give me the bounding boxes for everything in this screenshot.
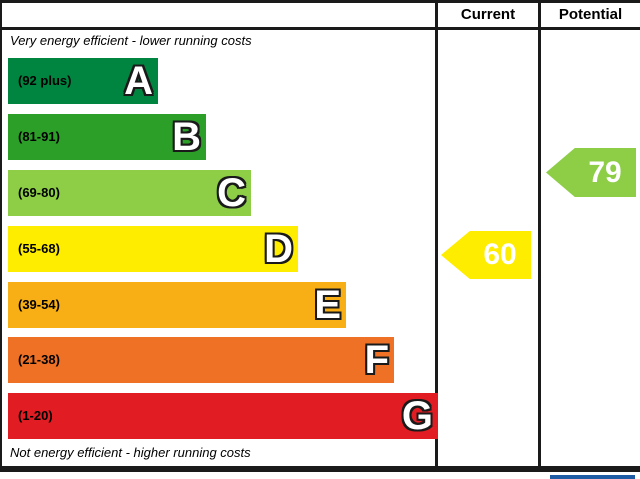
band-letter: E: [314, 283, 341, 327]
potential-column-header: Potential: [558, 6, 623, 23]
caption-not-efficient: Not energy efficient - higher running co…: [10, 445, 251, 460]
band-letter: B: [172, 115, 201, 159]
header-bottom-border: [0, 27, 640, 30]
cropped-blue-element: [550, 475, 635, 479]
band-letter: G: [401, 394, 433, 438]
band-letter: A: [124, 59, 153, 103]
band-row-c: (69-80) C: [8, 170, 251, 216]
potential-rating-value: 79: [588, 156, 622, 189]
current-column-header: Current: [460, 6, 516, 23]
band-range-label: (55-68): [18, 241, 60, 256]
band-range-label: (39-54): [18, 297, 60, 312]
band-letter: D: [264, 227, 293, 271]
current-column-divider: [435, 0, 438, 472]
band-row-g: (1-20) G: [8, 393, 438, 439]
band-row-d: (55-68) D: [8, 226, 298, 272]
band-range-label: (1-20): [18, 408, 53, 423]
table-bottom-border: [0, 466, 640, 472]
potential-column-divider: [538, 0, 541, 472]
caption-very-efficient: Very energy efficient - lower running co…: [10, 33, 252, 48]
band-row-e: (39-54) E: [8, 282, 346, 328]
band-letter: C: [217, 171, 246, 215]
potential-rating-arrow: 79: [546, 148, 636, 197]
table-top-border: [0, 0, 640, 3]
current-rating-arrow: 60: [441, 231, 531, 279]
band-range-label: (81-91): [18, 129, 60, 144]
table-left-border: [0, 0, 2, 472]
band-range-label: (69-80): [18, 185, 60, 200]
current-rating-value: 60: [483, 238, 517, 271]
band-row-a: (92 plus) A: [8, 58, 158, 104]
band-row-f: (21-38) F: [8, 337, 394, 383]
band-range-label: (92 plus): [18, 73, 72, 88]
band-letter: F: [364, 338, 389, 382]
band-range-label: (21-38): [18, 352, 60, 367]
band-row-b: (81-91) B: [8, 114, 206, 160]
